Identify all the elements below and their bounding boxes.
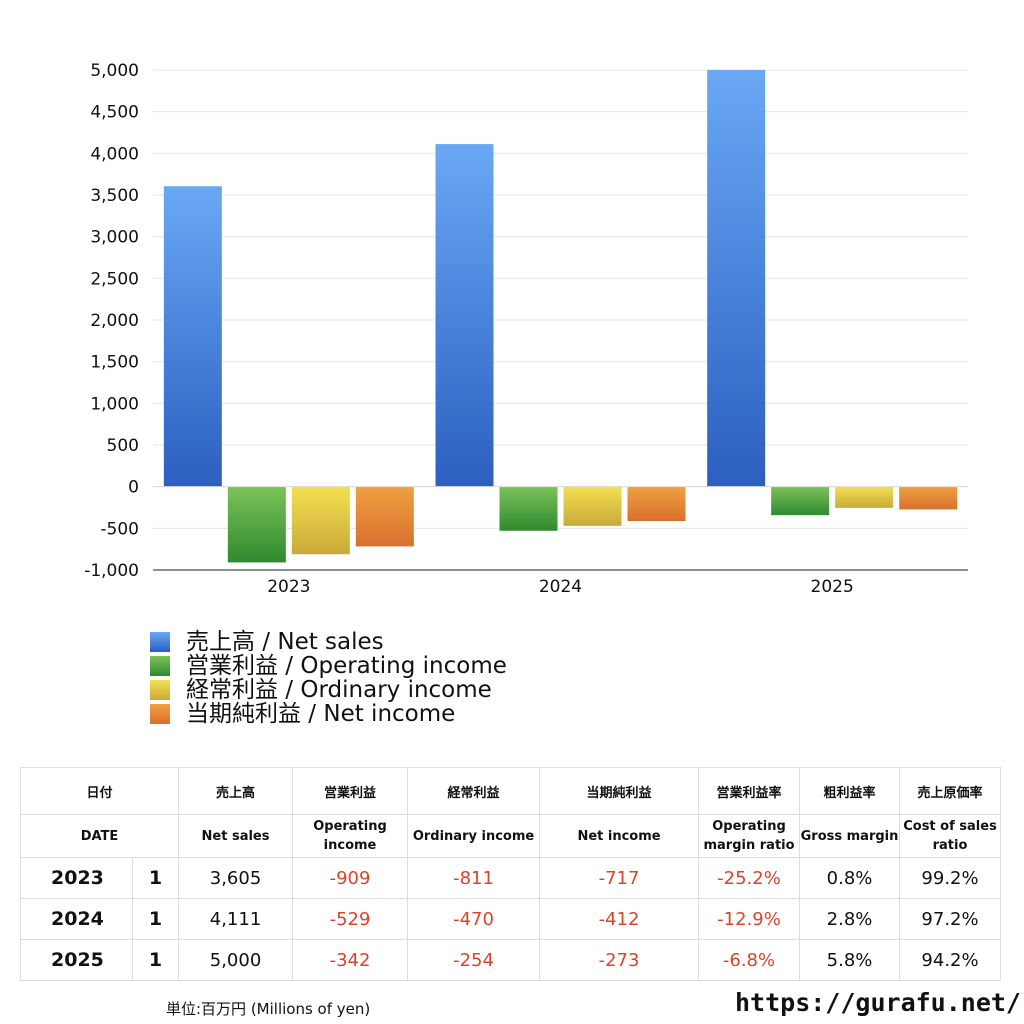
- financial-data-table: 日付 売上高 営業利益 経常利益 当期純利益 営業利益率 粗利益率 売上原価率 …: [19, 767, 1002, 981]
- bar: [771, 486, 830, 516]
- header-opm-jp: 営業利益率: [698, 767, 801, 815]
- cell-sales: 4,111: [178, 898, 294, 940]
- header-op-en: Operating income: [292, 814, 409, 858]
- cell-opm: -6.8%: [698, 939, 801, 981]
- bar: [163, 186, 222, 487]
- header-ord-en: Ordinary income: [407, 814, 541, 858]
- header-op-jp: 営業利益: [292, 767, 409, 815]
- bar: [707, 70, 766, 487]
- cell-op: -342: [292, 939, 409, 981]
- cell-cos: 94.2%: [899, 939, 1002, 981]
- table-row: 2024 1 4,111 -529 -470 -412 -12.9% 2.8% …: [20, 898, 1002, 940]
- cell-opm: -12.9%: [698, 898, 801, 940]
- cell-ord: -470: [407, 898, 541, 940]
- y-tick-label: 2,000: [90, 311, 139, 331]
- bar: [627, 486, 686, 521]
- header-opm-en: Operating margin ratio: [698, 814, 801, 858]
- cell-cos: 97.2%: [899, 898, 1002, 940]
- row-quarter: 1: [131, 857, 180, 899]
- y-tick-label: 3,000: [90, 228, 139, 248]
- x-tick-label: 2023: [267, 577, 310, 597]
- header-sales-jp: 売上高: [178, 767, 294, 815]
- bar: [899, 486, 958, 510]
- legend-swatch-ordinary-income: [150, 680, 170, 700]
- cell-gm: 2.8%: [799, 898, 901, 940]
- legend-item-net-sales: 売上高 / Net sales: [150, 630, 507, 654]
- y-tick-label: 4,000: [90, 144, 139, 164]
- bar: [835, 486, 894, 508]
- y-tick-label: 1,000: [90, 394, 139, 414]
- cell-gm: 5.8%: [799, 939, 901, 981]
- chart-legend: 売上高 / Net sales 営業利益 / Operating income …: [150, 630, 507, 726]
- cell-net: -412: [539, 898, 700, 940]
- y-tick-label: -500: [100, 519, 139, 539]
- y-tick-label: 5,000: [90, 61, 139, 81]
- x-tick-label: 2024: [539, 577, 582, 597]
- cell-net: -717: [539, 857, 700, 899]
- bar: [499, 486, 558, 531]
- legend-label: 営業利益 / Operating income: [186, 653, 507, 679]
- header-net-jp: 当期純利益: [539, 767, 700, 815]
- legend-label: 売上高 / Net sales: [186, 629, 384, 655]
- site-url[interactable]: https://gurafu.net/: [735, 988, 1021, 1017]
- bar: [563, 486, 622, 526]
- bar: [355, 486, 414, 547]
- table-row: 2023 1 3,605 -909 -811 -717 -25.2% 0.8% …: [20, 857, 1002, 899]
- legend-label: 経常利益 / Ordinary income: [186, 677, 492, 703]
- cell-cos: 99.2%: [899, 857, 1002, 899]
- row-year: 2024: [20, 898, 133, 940]
- table-header-row-en: DATE Net sales Operating income Ordinary…: [19, 814, 1002, 858]
- cell-op: -909: [292, 857, 409, 899]
- legend-item-net-income: 当期純利益 / Net income: [150, 702, 507, 726]
- y-tick-label: -1,000: [84, 561, 139, 581]
- cell-op: -529: [292, 898, 409, 940]
- bar: [435, 144, 494, 487]
- row-year: 2023: [20, 857, 133, 899]
- header-date-jp: 日付: [19, 767, 180, 815]
- header-sales-en: Net sales: [178, 814, 294, 858]
- cell-net: -273: [539, 939, 700, 981]
- cell-ord: -811: [407, 857, 541, 899]
- bar-chart: 5,000 4,500 4,000 3,500 3,000 2,500 2,000 1,500…: [84, 61, 968, 597]
- row-year: 2025: [20, 939, 133, 981]
- table-header-row-jp: 日付 売上高 営業利益 経常利益 当期純利益 営業利益率 粗利益率 売上原価率: [19, 767, 1002, 815]
- x-tick-label: 2025: [811, 577, 854, 597]
- header-cos-jp: 売上原価率: [899, 767, 1002, 815]
- legend-swatch-operating-income: [150, 656, 170, 676]
- bar: [291, 486, 350, 555]
- header-gm-en: Gross margin: [799, 814, 901, 858]
- y-tick-label: 2,500: [90, 269, 139, 289]
- header-date-en: DATE: [19, 814, 180, 858]
- y-tick-label: 4,500: [90, 103, 139, 123]
- cell-gm: 0.8%: [799, 857, 901, 899]
- legend-item-ordinary-income: 経常利益 / Ordinary income: [150, 678, 507, 702]
- header-gm-jp: 粗利益率: [799, 767, 901, 815]
- cell-ord: -254: [407, 939, 541, 981]
- row-quarter: 1: [131, 939, 180, 981]
- header-cos-en: Cost of sales ratio: [899, 814, 1002, 858]
- table-row: 2025 1 5,000 -342 -254 -273 -6.8% 5.8% 9…: [20, 939, 1002, 981]
- header-net-en: Net income: [539, 814, 700, 858]
- bar: [227, 486, 286, 563]
- legend-label: 当期純利益 / Net income: [186, 701, 456, 727]
- legend-swatch-net-income: [150, 704, 170, 724]
- y-tick-label: 3,500: [90, 186, 139, 206]
- y-tick-label: 500: [107, 436, 139, 456]
- legend-swatch-net-sales: [150, 632, 170, 652]
- legend-item-operating-income: 営業利益 / Operating income: [150, 654, 507, 678]
- y-tick-label: 0: [128, 478, 139, 498]
- cell-opm: -25.2%: [698, 857, 801, 899]
- cell-sales: 5,000: [178, 939, 294, 981]
- row-quarter: 1: [131, 898, 180, 940]
- unit-label: 単位:百万円 (Millions of yen): [166, 1000, 371, 1018]
- header-ord-jp: 経常利益: [407, 767, 541, 815]
- cell-sales: 3,605: [178, 857, 294, 899]
- y-tick-label: 1,500: [90, 353, 139, 373]
